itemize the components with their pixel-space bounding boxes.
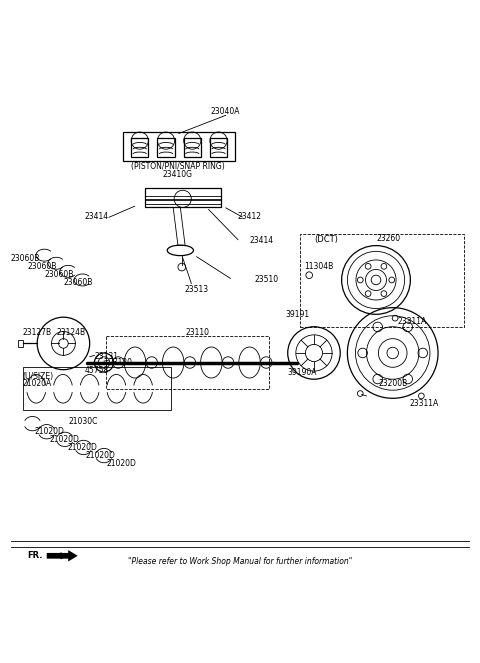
Text: 23260: 23260: [376, 234, 400, 243]
Text: 23414: 23414: [85, 212, 109, 221]
Text: 23124B: 23124B: [56, 328, 85, 337]
Text: 23110: 23110: [185, 328, 209, 337]
Text: 23040A: 23040A: [211, 107, 240, 117]
Text: 23510: 23510: [254, 275, 278, 284]
Text: (DCT): (DCT): [314, 235, 338, 244]
Polygon shape: [18, 339, 23, 347]
Text: 23513: 23513: [185, 285, 209, 294]
Text: FR.: FR.: [28, 552, 43, 560]
Text: 23412: 23412: [238, 212, 262, 221]
Text: 11304B: 11304B: [304, 262, 334, 271]
Text: 45758: 45758: [85, 366, 109, 375]
Text: 21030C: 21030C: [68, 417, 97, 426]
Text: 23311A: 23311A: [409, 398, 439, 408]
Text: "Please refer to Work Shop Manual for further information": "Please refer to Work Shop Manual for fu…: [128, 557, 352, 566]
Text: 23060B: 23060B: [11, 255, 40, 263]
Text: (PISTON/PNI/SNAP RING): (PISTON/PNI/SNAP RING): [131, 162, 225, 171]
Text: 23060B: 23060B: [44, 270, 74, 278]
Text: 23060B: 23060B: [28, 262, 57, 271]
Text: 23060B: 23060B: [63, 278, 93, 287]
Text: 23410G: 23410G: [163, 170, 193, 180]
Text: 23414: 23414: [250, 236, 274, 245]
Text: 39191: 39191: [285, 310, 310, 320]
Text: 21020D: 21020D: [107, 459, 136, 468]
Text: 23120: 23120: [109, 358, 133, 367]
Polygon shape: [47, 550, 78, 562]
Text: 21020D: 21020D: [86, 451, 116, 460]
Text: 21020D: 21020D: [35, 427, 65, 436]
Text: 21020D: 21020D: [67, 443, 97, 452]
Text: (U/SIZE): (U/SIZE): [23, 373, 54, 381]
Text: 23127B: 23127B: [23, 328, 52, 337]
Text: 39190A: 39190A: [288, 367, 317, 377]
Text: 23200B: 23200B: [378, 379, 408, 388]
Text: 21020A: 21020A: [23, 379, 52, 389]
Text: 23131: 23131: [95, 352, 119, 361]
Text: 21020D: 21020D: [49, 436, 79, 444]
Text: 23311A: 23311A: [397, 318, 427, 326]
